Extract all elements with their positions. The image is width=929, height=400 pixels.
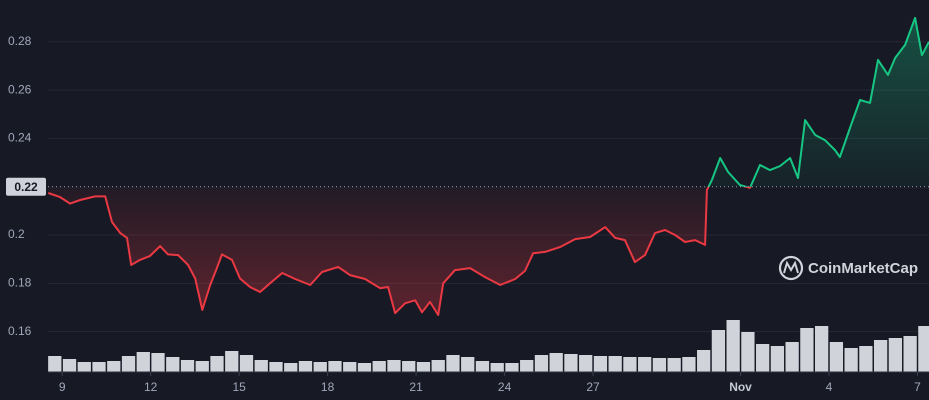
volume-bar bbox=[756, 344, 770, 372]
x-tick-label: 9 bbox=[59, 380, 66, 394]
watermark-text: CoinMarketCap bbox=[808, 260, 918, 277]
volume-bar bbox=[726, 320, 740, 372]
x-tick-label: 21 bbox=[409, 380, 423, 394]
baseline-label-box bbox=[6, 177, 46, 196]
y-tick-label: 0.26 bbox=[8, 82, 32, 96]
x-tick-label: 18 bbox=[321, 380, 335, 394]
volume-bar bbox=[579, 355, 593, 372]
area-down bbox=[48, 186, 929, 315]
volume-bar bbox=[652, 358, 667, 372]
x-tick-label: 12 bbox=[144, 380, 158, 394]
volume-bar bbox=[461, 357, 475, 372]
y-tick-label: 0.16 bbox=[8, 324, 32, 338]
y-tick-label: 0.2 bbox=[8, 227, 25, 241]
volume-bar bbox=[873, 340, 888, 372]
volume-bar bbox=[254, 360, 268, 372]
volume-bar bbox=[549, 353, 563, 372]
volume-bar bbox=[844, 348, 858, 372]
volume-bar bbox=[166, 357, 180, 372]
volume-bar bbox=[593, 356, 608, 372]
watermark-logo-mark bbox=[783, 260, 799, 274]
volume-bar bbox=[77, 362, 91, 372]
volume-bar bbox=[770, 346, 785, 372]
volume-bar bbox=[180, 360, 195, 372]
volume-bar bbox=[520, 360, 534, 372]
volume-bar bbox=[48, 356, 62, 372]
volume-bar bbox=[667, 358, 681, 372]
volume-bar bbox=[490, 363, 504, 372]
volume-bar bbox=[402, 361, 416, 372]
volume-bar bbox=[387, 360, 401, 372]
area-up bbox=[708, 17, 929, 187]
volume-bar bbox=[343, 362, 357, 372]
volume-bar bbox=[107, 361, 121, 372]
volume-bar bbox=[210, 356, 224, 372]
volume-bar bbox=[711, 330, 726, 372]
watermark: CoinMarketCap bbox=[778, 255, 918, 281]
volume-bar bbox=[859, 346, 873, 372]
volume-bar bbox=[918, 326, 929, 372]
volume-bar bbox=[298, 361, 313, 372]
volume-bar bbox=[62, 359, 77, 372]
volume-bar bbox=[815, 326, 829, 372]
volume-bar bbox=[697, 350, 711, 372]
price-line-up bbox=[707, 16, 929, 187]
volume-bar bbox=[903, 336, 917, 372]
volume-bar bbox=[195, 361, 209, 372]
x-tick-label: Nov bbox=[729, 380, 752, 394]
volume-bar bbox=[829, 342, 844, 372]
volume-bar bbox=[136, 352, 150, 372]
volume-bar bbox=[269, 362, 283, 372]
volume-bar bbox=[741, 332, 755, 372]
x-tick-label: 24 bbox=[498, 380, 512, 394]
volume-bar bbox=[121, 356, 136, 372]
y-tick-label: 0.28 bbox=[8, 34, 32, 48]
volume-bar bbox=[151, 353, 165, 372]
volume-bar bbox=[92, 362, 106, 372]
volume-bar bbox=[785, 342, 799, 372]
volume-bar bbox=[446, 355, 460, 372]
volume-bar bbox=[372, 361, 386, 372]
volume-bar bbox=[638, 357, 652, 372]
volume-bar bbox=[313, 362, 327, 372]
volume-bar bbox=[357, 363, 372, 372]
x-tick-label: 7 bbox=[914, 380, 921, 394]
volume-bar bbox=[431, 360, 445, 372]
x-tick-label: 15 bbox=[232, 380, 246, 394]
volume-bar bbox=[225, 351, 239, 372]
volume-bar bbox=[608, 356, 622, 372]
volume-bar bbox=[564, 354, 578, 372]
volume-bar bbox=[682, 357, 696, 372]
volume-bar bbox=[475, 361, 490, 372]
volume-bar bbox=[328, 361, 342, 372]
y-tick-label: 0.24 bbox=[8, 131, 32, 145]
volume-bar bbox=[888, 338, 903, 372]
volume-bar bbox=[239, 355, 254, 372]
volume-bar bbox=[284, 363, 298, 372]
price-line-down bbox=[48, 186, 752, 316]
x-tick-label: 27 bbox=[586, 380, 600, 394]
volume-bar bbox=[623, 357, 637, 372]
x-tick-label: 4 bbox=[826, 380, 833, 394]
baseline-label: 0.22 bbox=[14, 180, 38, 194]
volume-bar bbox=[505, 363, 519, 372]
y-tick-label: 0.18 bbox=[8, 276, 32, 290]
watermark-logo bbox=[778, 255, 804, 281]
volume-bar bbox=[534, 355, 549, 372]
volume-bar bbox=[416, 362, 431, 372]
volume-bar bbox=[800, 328, 814, 372]
